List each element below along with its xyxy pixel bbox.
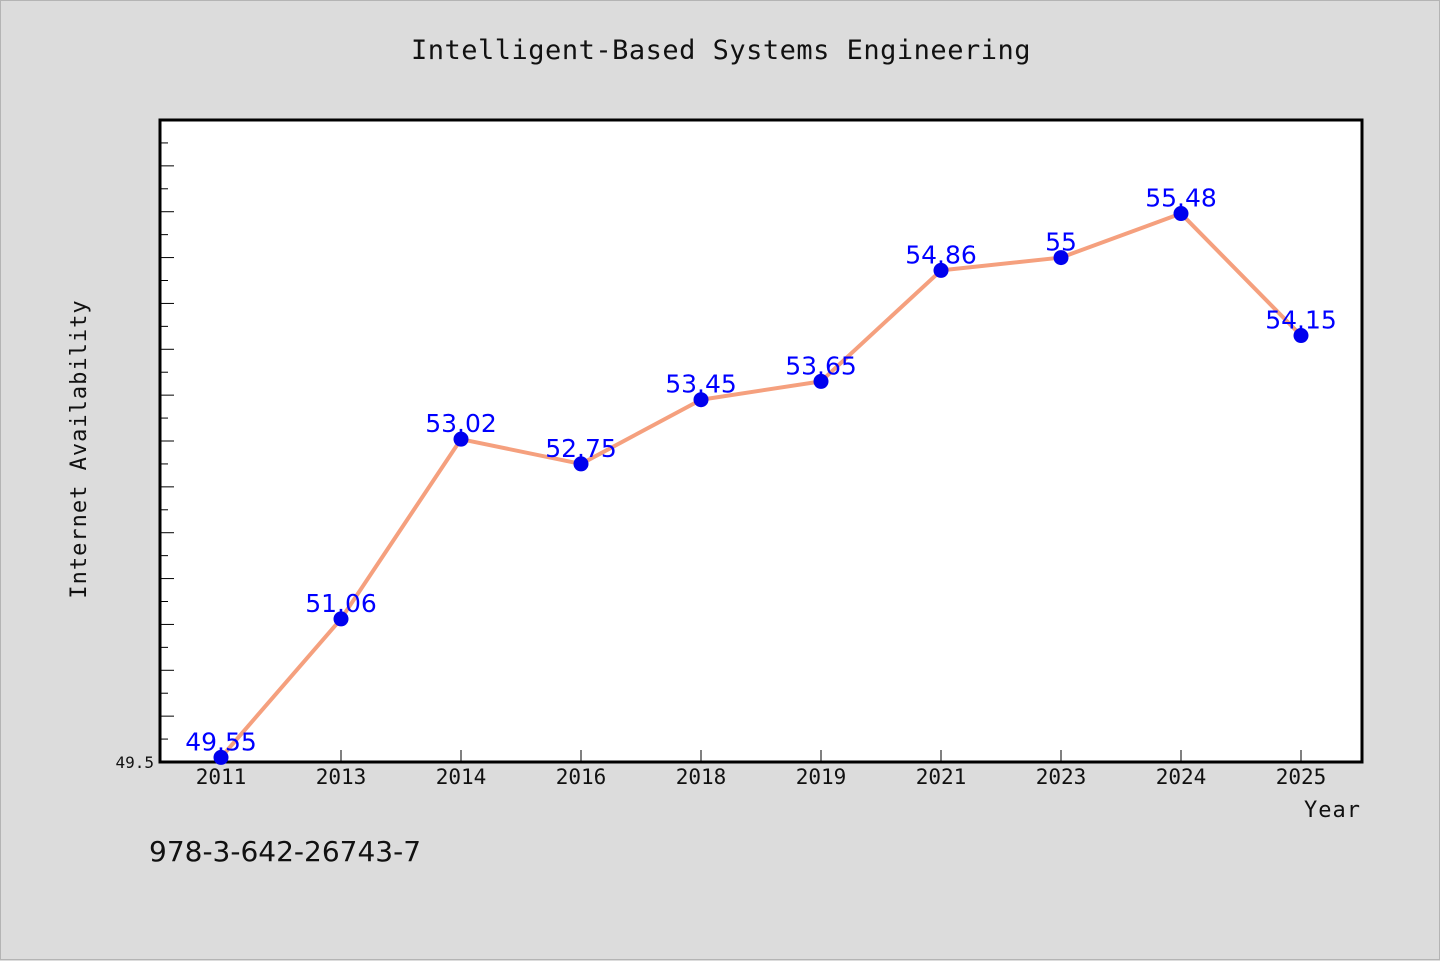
x-tick-label: 2025 bbox=[1276, 765, 1327, 789]
x-tick-label: 2016 bbox=[556, 765, 607, 789]
data-point bbox=[333, 611, 349, 627]
data-label: 53.45 bbox=[665, 370, 737, 399]
data-point bbox=[573, 456, 589, 472]
x-tick-label: 2014 bbox=[436, 765, 487, 789]
data-point bbox=[213, 749, 229, 765]
x-tick-label: 2024 bbox=[1156, 765, 1207, 789]
data-label: 54.86 bbox=[905, 240, 977, 269]
series-line bbox=[219, 211, 1303, 759]
x-axis-title: Year bbox=[1304, 798, 1361, 823]
x-axis-ticks: 2011 2013 2014 2016 2018 2019 2021 2023 2024 2025 bbox=[196, 750, 1327, 789]
x-tick-label: 2011 bbox=[196, 765, 247, 789]
data-point bbox=[453, 431, 469, 447]
data-point bbox=[813, 373, 829, 389]
series-layer: 49.55 51.06 53.02 52.75 53.45 53.65 54.86 55 55.… bbox=[185, 184, 1337, 765]
x-tick-label: 2013 bbox=[316, 765, 367, 789]
data-point bbox=[693, 392, 709, 408]
data-label: 53.02 bbox=[425, 409, 497, 438]
chart-title: Intelligent-Based Systems Engineering bbox=[411, 35, 1031, 66]
data-point bbox=[1053, 250, 1069, 266]
x-tick-label: 2023 bbox=[1036, 765, 1087, 789]
y-axis-title: Internet Availability bbox=[67, 299, 92, 598]
data-point bbox=[933, 262, 949, 278]
x-tick-label: 2018 bbox=[676, 765, 727, 789]
y-axis-ticks bbox=[160, 119, 174, 763]
data-point bbox=[1173, 206, 1189, 222]
data-label: 53.65 bbox=[785, 351, 857, 380]
x-tick-label: 2021 bbox=[916, 765, 967, 789]
plot-area bbox=[158, 118, 1364, 764]
y-tick-label: 49.5 bbox=[115, 753, 154, 772]
data-label: 51.06 bbox=[305, 589, 377, 618]
data-label: 55 bbox=[1045, 228, 1077, 257]
data-label: 54.15 bbox=[1265, 306, 1337, 335]
x-tick-label: 2019 bbox=[796, 765, 847, 789]
data-point bbox=[1293, 328, 1309, 344]
isbn-footer: 978-3-642-26743-7 bbox=[149, 835, 422, 868]
data-label: 49.55 bbox=[185, 727, 257, 756]
data-label: 52.75 bbox=[545, 434, 617, 463]
data-label: 55.48 bbox=[1145, 184, 1217, 213]
